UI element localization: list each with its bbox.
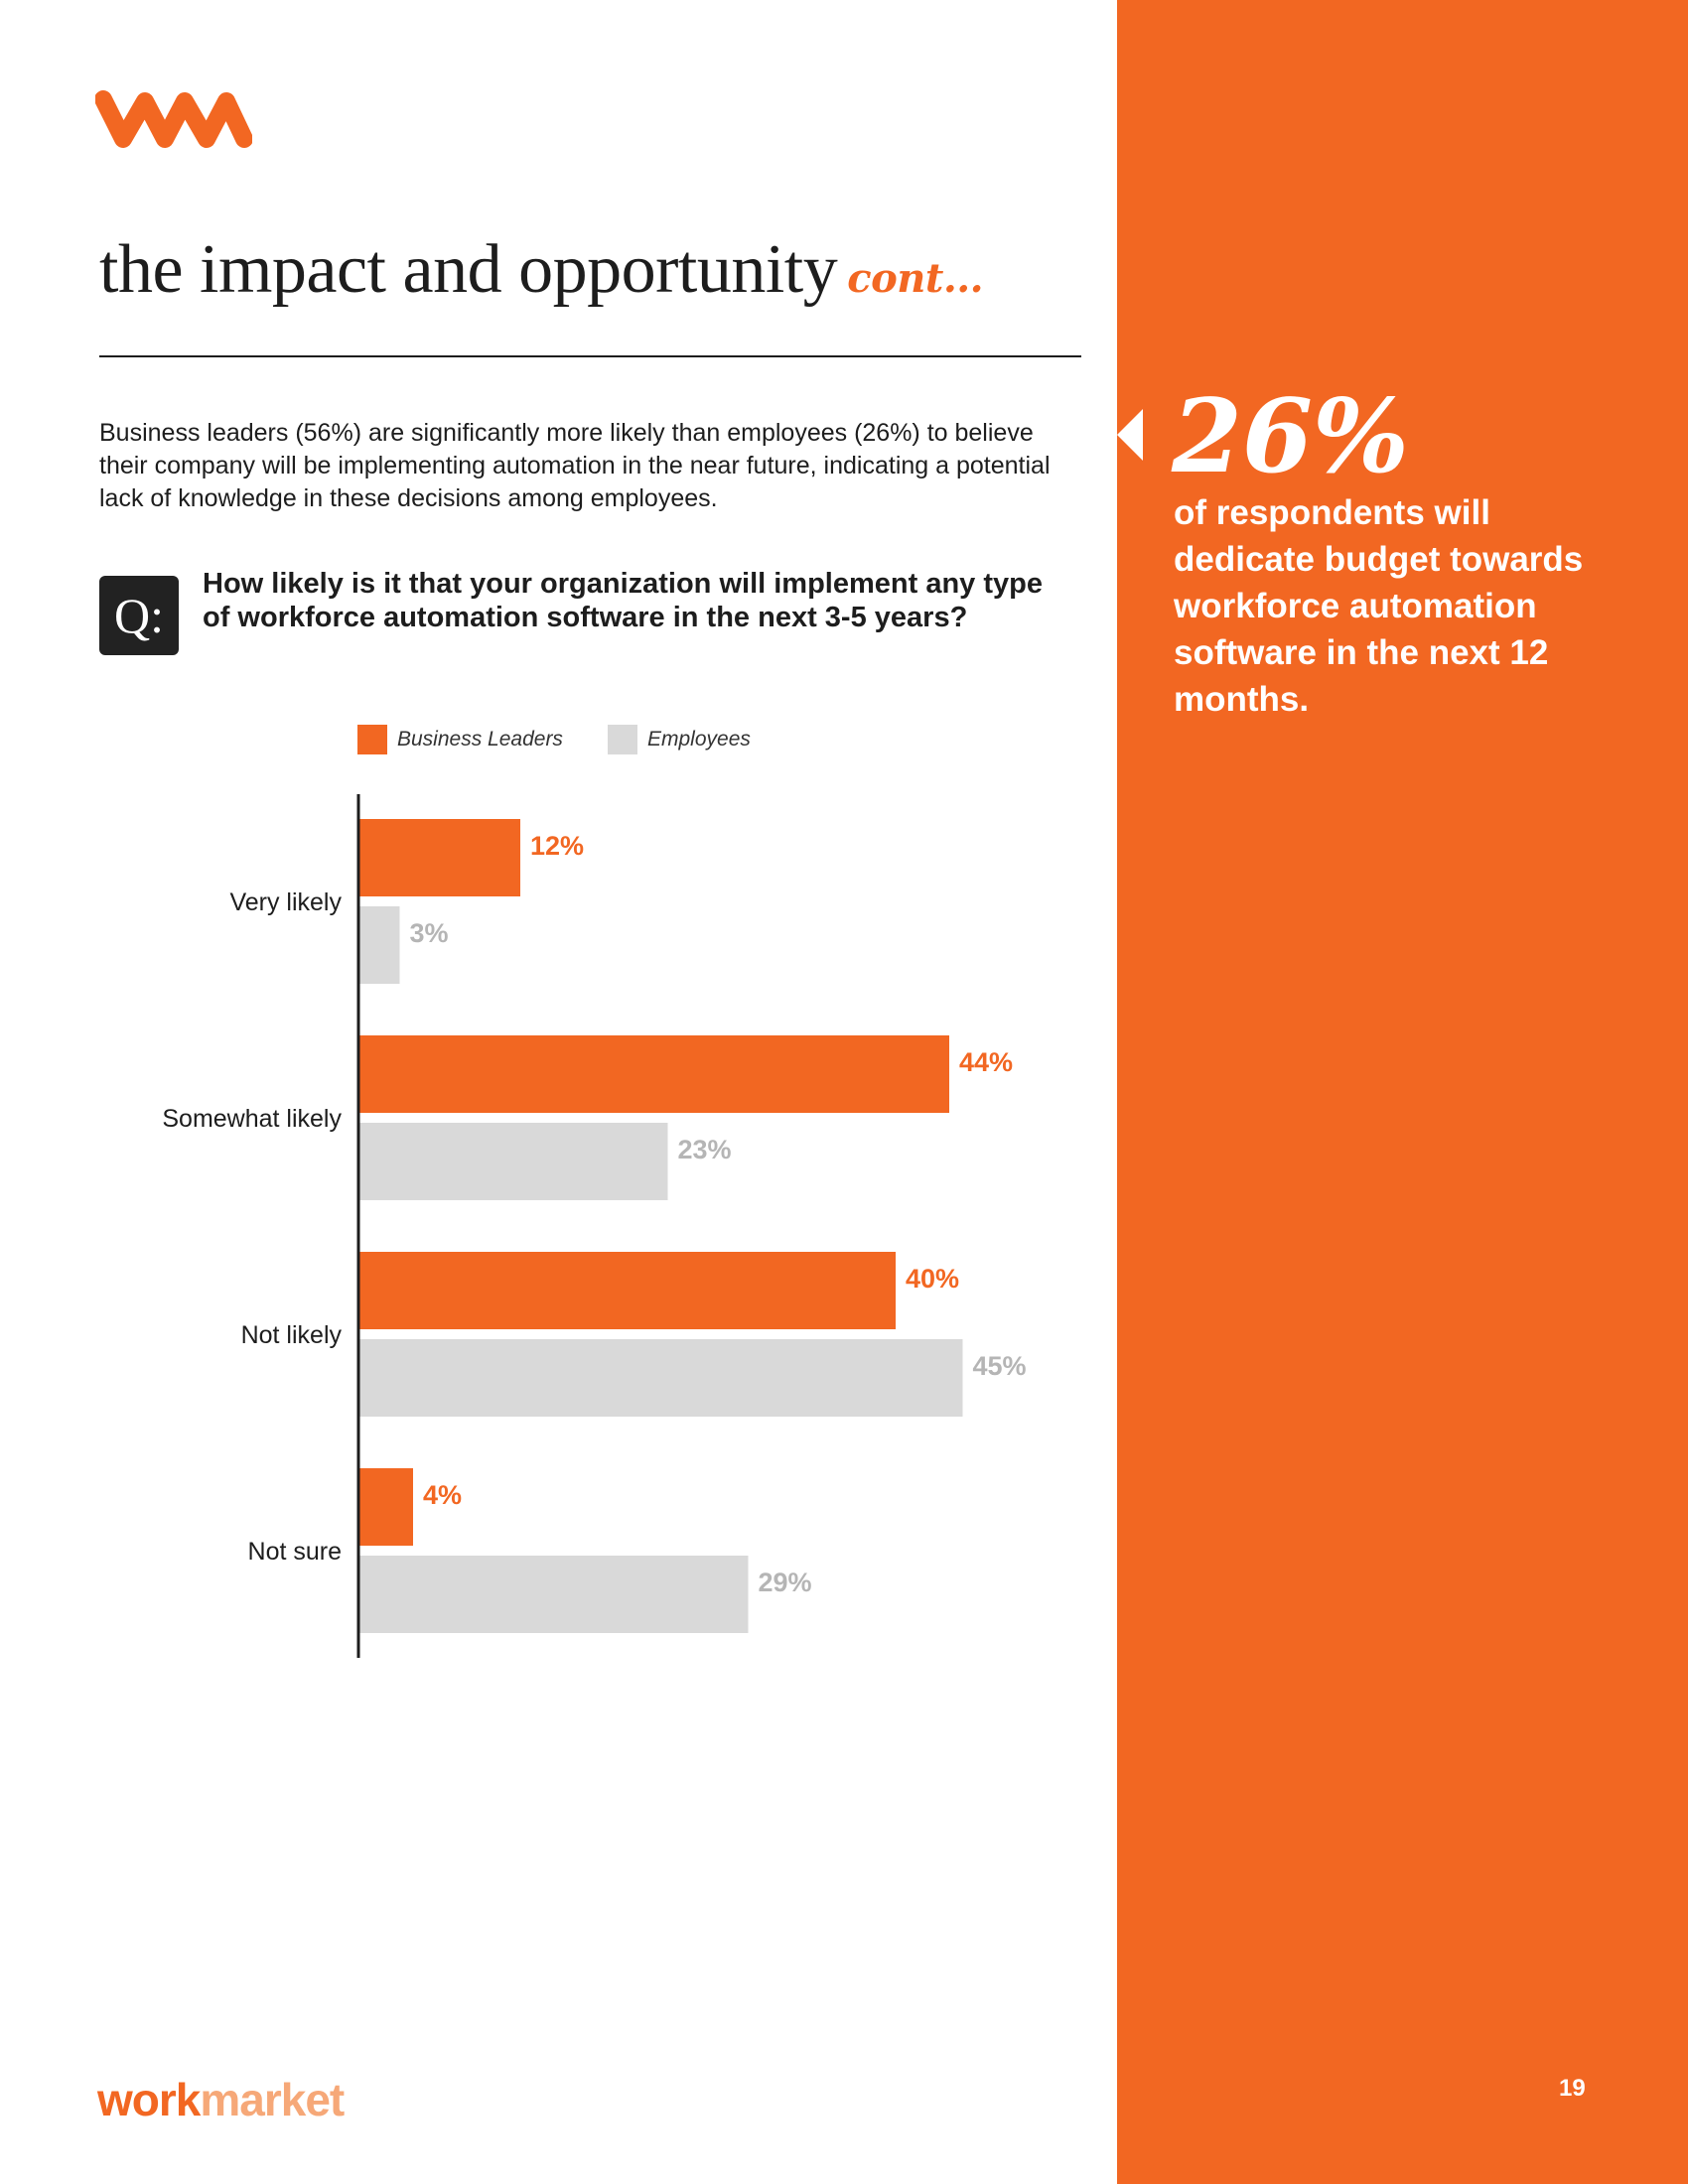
title-main: the impact and opportunity	[99, 231, 838, 308]
bar-business-leaders-somewhat-likely	[359, 1035, 949, 1113]
data-label-business-leaders-very-likely: 12%	[530, 831, 584, 861]
bar-employees-very-likely	[359, 906, 400, 984]
bar-business-leaders-not-sure	[359, 1468, 413, 1546]
page-number: 19	[1559, 2075, 1586, 2102]
legend-swatch-business-leaders	[357, 725, 387, 754]
workmarket-logo-mark	[95, 90, 252, 148]
callout-pointer-icon	[1117, 409, 1143, 461]
brand-wordmark: workmarket	[97, 2073, 345, 2126]
bar-chart: Very likely 12% 3% Somewhat likely 44% 23% Not…	[162, 794, 1027, 1658]
bar-employees-somewhat-likely	[359, 1123, 668, 1200]
title-divider	[99, 355, 1081, 357]
data-label-employees-somewhat-likely: 23%	[678, 1135, 732, 1164]
sidebar-stat: 26%	[1172, 377, 1409, 496]
data-label-employees-very-likely: 3%	[410, 918, 449, 948]
bar-employees-not-likely	[359, 1339, 963, 1417]
category-label-somewhat-likely: Somewhat likely	[162, 1105, 342, 1133]
category-label-not-likely: Not likely	[241, 1321, 343, 1349]
data-label-business-leaders-somewhat-likely: 44%	[959, 1047, 1013, 1077]
title-suffix: cont...	[847, 255, 984, 302]
bar-business-leaders-not-likely	[359, 1252, 896, 1329]
legend-label-employees: Employees	[647, 728, 751, 751]
category-label-not-sure: Not sure	[248, 1538, 342, 1566]
legend-swatch-employees	[608, 725, 637, 754]
bar-business-leaders-very-likely	[359, 819, 520, 896]
data-label-business-leaders-not-likely: 40%	[906, 1264, 959, 1294]
brand-market: market	[200, 2074, 345, 2125]
sidebar-panel	[1117, 0, 1688, 2184]
bar-employees-not-sure	[359, 1556, 749, 1633]
category-label-very-likely: Very likely	[229, 888, 342, 916]
page-title: the impact and opportunity cont...	[99, 230, 984, 310]
data-label-employees-not-sure: 29%	[759, 1568, 812, 1597]
intro-paragraph: Business leaders (56%) are significantly…	[99, 419, 1051, 512]
data-label-business-leaders-not-sure: 4%	[423, 1480, 462, 1510]
legend-label-business-leaders: Business Leaders	[397, 728, 563, 751]
brand-work: work	[97, 2074, 201, 2125]
question-badge: Q:	[99, 576, 179, 655]
sidebar-callout-text: of respondents will dedicate budget towa…	[1174, 493, 1584, 719]
question-text: How likely is it that your organization …	[203, 568, 1043, 633]
data-label-employees-not-likely: 45%	[973, 1351, 1027, 1381]
